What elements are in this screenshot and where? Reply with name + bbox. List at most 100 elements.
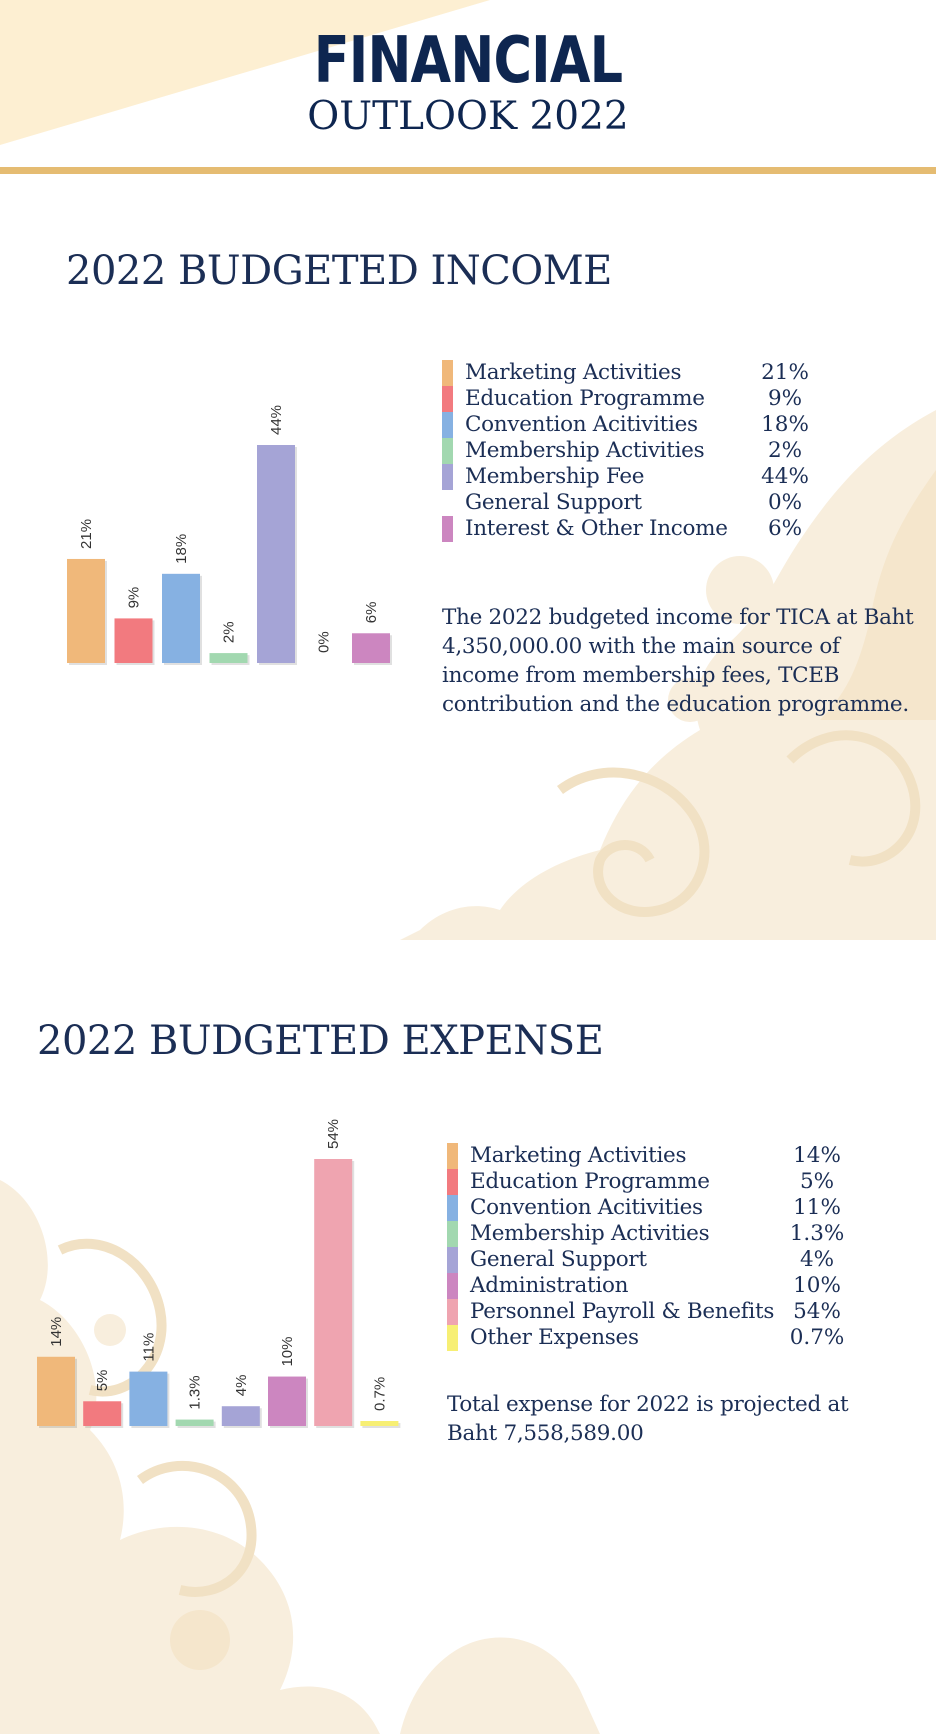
- expense-bar: [83, 1401, 122, 1426]
- page-title: FINANCIAL: [313, 24, 623, 98]
- income-legend-item: Membership Activities 2%: [442, 438, 862, 464]
- income-data-label: 18%: [173, 534, 190, 564]
- expense-legend-value: 54%: [793, 1299, 841, 1324]
- income-legend-value: 2%: [767, 438, 803, 463]
- expense-legend-item: Education Programme 5%: [447, 1169, 887, 1195]
- expense-data-label: 5%: [94, 1370, 111, 1392]
- expense-legend-item: General Support 4%: [447, 1247, 887, 1273]
- income-data-label: 2%: [221, 621, 238, 643]
- income-section-title: 2022 BUDGETED INCOME: [66, 248, 612, 294]
- expense-legend-swatch: [447, 1143, 458, 1169]
- header-wedge-decoration: [0, 0, 490, 145]
- income-legend-value: 6%: [767, 516, 803, 541]
- expense-legend-swatch: [447, 1195, 458, 1221]
- income-bar: [352, 633, 390, 663]
- income-legend-value: 44%: [761, 464, 809, 489]
- income-legend-value: 18%: [761, 412, 809, 437]
- income-bar-chart: 21% 9% 18% 2% 44% 0% 6%: [67, 405, 392, 665]
- income-legend-swatch: [442, 464, 453, 490]
- expense-legend-swatch: [447, 1325, 458, 1351]
- expense-legend-item: Membership Activities 1.3%: [447, 1221, 887, 1247]
- expense-legend-value: 10%: [793, 1273, 841, 1298]
- income-data-label: 44%: [268, 405, 285, 435]
- income-bar: [209, 653, 248, 663]
- expense-legend-swatch: [447, 1247, 458, 1273]
- expense-data-label: 0.7%: [371, 1377, 388, 1411]
- expense-legend-swatch: [447, 1273, 458, 1299]
- income-legend-value: 9%: [767, 386, 803, 411]
- expense-legend-swatch: [447, 1299, 458, 1325]
- income-legend-label: Membership Activities: [465, 438, 705, 463]
- expense-legend-label: Other Expenses: [470, 1325, 639, 1350]
- expense-legend-label: Personnel Payroll & Benefits: [470, 1299, 775, 1324]
- expense-legend-swatch: [447, 1221, 458, 1247]
- income-bar: [114, 618, 153, 663]
- expense-bar: [129, 1371, 168, 1426]
- income-legend: Marketing Activities 21% Education Program…: [442, 360, 862, 542]
- income-summary-text: The 2022 budgeted income for TICA at Bah…: [442, 605, 914, 717]
- expense-data-label: 1.3%: [187, 1375, 204, 1409]
- expense-bar: [268, 1376, 306, 1426]
- expense-legend-value: 4%: [799, 1247, 835, 1272]
- expense-legend-label: General Support: [470, 1247, 647, 1272]
- expense-legend-label: Marketing Activities: [470, 1143, 687, 1168]
- income-legend-item: Marketing Activities 21%: [442, 360, 862, 386]
- expense-legend-value: 5%: [799, 1169, 835, 1194]
- expense-legend-label: Membership Activities: [470, 1221, 710, 1246]
- income-data-label: 6%: [363, 602, 380, 624]
- expense-legend-value: 11%: [793, 1195, 841, 1220]
- income-legend-label: General Support: [465, 490, 642, 515]
- expense-bar: [221, 1406, 260, 1426]
- income-legend-item: Membership Fee 44%: [442, 464, 862, 490]
- income-legend-swatch: [442, 412, 453, 438]
- expense-data-label: 14%: [48, 1317, 65, 1347]
- income-bar: [162, 573, 200, 663]
- income-legend-swatch: [442, 438, 453, 464]
- expense-legend-item: Marketing Activities 14%: [447, 1143, 887, 1169]
- expense-legend-label: Administration: [470, 1273, 629, 1298]
- income-legend-item: Interest & Other Income 6%: [442, 516, 862, 542]
- income-legend-swatch: [442, 386, 453, 412]
- expense-legend: Marketing Activities 14% Education Program…: [447, 1143, 887, 1351]
- page-subtitle: OUTLOOK 2022: [307, 94, 629, 139]
- expense-data-label: 10%: [279, 1337, 296, 1367]
- expense-legend-item: Convention Acitivities 11%: [447, 1195, 887, 1221]
- expense-bar: [314, 1159, 353, 1426]
- expense-bar: [175, 1419, 214, 1426]
- expense-summary-text: Total expense for 2022 is projected at B…: [447, 1392, 849, 1446]
- income-data-label: 21%: [78, 519, 95, 549]
- expense-legend-value: 14%: [793, 1143, 841, 1168]
- income-legend-value: 0%: [767, 490, 803, 515]
- income-data-label: 9%: [126, 587, 143, 609]
- expense-data-label: 4%: [233, 1375, 250, 1397]
- income-legend-swatch: [442, 360, 453, 386]
- expense-legend-value: 0.7%: [789, 1325, 845, 1350]
- income-legend-label: Membership Fee: [465, 464, 645, 489]
- expense-legend-item: Personnel Payroll & Benefits 54%: [447, 1299, 887, 1325]
- expense-bar-chart: 14% 5% 11% 1.3% 4% 10% 54% 0.7%: [37, 1119, 401, 1428]
- expense-data-label: 54%: [325, 1119, 342, 1149]
- income-legend-item: General Support 0%: [442, 490, 862, 516]
- income-bar: [67, 558, 105, 663]
- expense-legend-label: Convention Acitivities: [470, 1195, 703, 1220]
- income-bar: [257, 445, 295, 663]
- expense-bar: [360, 1421, 399, 1426]
- income-legend-label: Marketing Activities: [465, 360, 682, 385]
- income-legend-item: Convention Acitivities 18%: [442, 412, 862, 438]
- income-legend-value: 21%: [761, 360, 809, 385]
- income-data-label: 0%: [316, 631, 333, 653]
- income-legend-item: Education Programme 9%: [442, 386, 862, 412]
- income-legend-label: Education Programme: [465, 386, 705, 411]
- expense-legend-item: Administration 10%: [447, 1273, 887, 1299]
- expense-legend-label: Education Programme: [470, 1169, 710, 1194]
- income-legend-swatch: [442, 516, 453, 542]
- expense-legend-swatch: [447, 1169, 458, 1195]
- income-legend-label: Interest & Other Income: [465, 516, 728, 541]
- income-legend-label: Convention Acitivities: [465, 412, 698, 437]
- expense-section-title: 2022 BUDGETED EXPENSE: [37, 1018, 604, 1064]
- header-divider: [0, 167, 936, 174]
- expense-data-label: 11%: [140, 1333, 157, 1362]
- expense-bar: [37, 1356, 75, 1426]
- expense-legend-value: 1.3%: [789, 1221, 845, 1246]
